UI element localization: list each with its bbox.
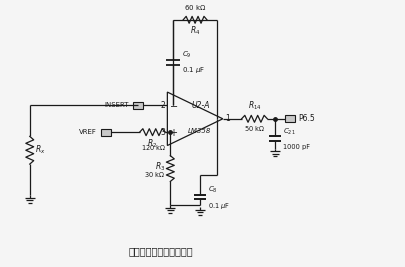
Text: $R_2$: $R_2$ <box>147 137 158 150</box>
Text: 1000 pF: 1000 pF <box>283 144 310 150</box>
Text: $-$: $-$ <box>169 100 178 111</box>
Text: 0.1 $\mu$F: 0.1 $\mu$F <box>208 201 230 211</box>
Text: 50 k$\Omega$: 50 k$\Omega$ <box>244 124 265 133</box>
Text: $+$: $+$ <box>169 127 178 138</box>
Text: 120 k$\Omega$: 120 k$\Omega$ <box>141 143 166 152</box>
Text: LM358: LM358 <box>188 128 211 134</box>
Text: 3: 3 <box>160 128 165 137</box>
Text: $C_8$: $C_8$ <box>208 185 217 195</box>
Text: 30 k$\Omega$: 30 k$\Omega$ <box>144 170 165 179</box>
Text: 血糖信号变换及放大电路: 血糖信号变换及放大电路 <box>128 246 193 256</box>
Text: P6.5: P6.5 <box>298 114 315 123</box>
Text: $R_3$: $R_3$ <box>155 160 165 173</box>
Text: $R_x$: $R_x$ <box>35 144 45 156</box>
Text: 60 k$\Omega$: 60 k$\Omega$ <box>184 3 206 12</box>
Bar <box>133 102 143 109</box>
Bar <box>101 129 111 136</box>
Text: 2: 2 <box>161 101 165 110</box>
Text: 1: 1 <box>225 114 230 123</box>
Text: VREF: VREF <box>79 129 97 135</box>
Text: $R_{14}$: $R_{14}$ <box>247 99 261 112</box>
Text: U2-A: U2-A <box>192 101 210 111</box>
Text: INSERT: INSERT <box>104 103 129 108</box>
Text: $C_9$: $C_9$ <box>182 49 192 60</box>
Text: 0.1 $\mu$F: 0.1 $\mu$F <box>182 65 206 74</box>
Text: $C_{21}$: $C_{21}$ <box>283 127 296 137</box>
Bar <box>285 115 295 122</box>
Text: $R_4$: $R_4$ <box>190 25 200 37</box>
